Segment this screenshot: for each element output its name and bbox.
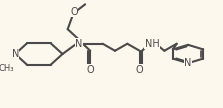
Text: NH: NH	[145, 39, 159, 49]
Text: O: O	[70, 7, 78, 17]
Text: O: O	[136, 65, 143, 75]
Text: N: N	[12, 49, 19, 59]
Text: N: N	[2, 63, 10, 73]
Text: N: N	[75, 39, 83, 49]
Text: O: O	[87, 65, 94, 75]
Text: CH₃: CH₃	[0, 64, 14, 73]
Text: N: N	[184, 58, 192, 68]
